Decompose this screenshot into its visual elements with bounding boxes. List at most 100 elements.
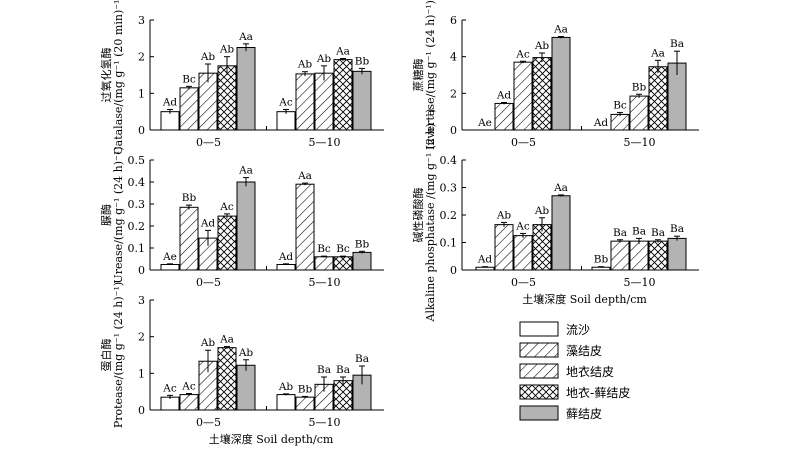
legend-label: 地衣结皮 (566, 364, 614, 379)
x-tick-label: 5—10 (309, 416, 341, 429)
y-tick-label: 0.2 (440, 209, 458, 222)
bar (295, 183, 315, 271)
bar (160, 264, 180, 271)
data-label: Aa (650, 47, 665, 59)
data-label: Bb (355, 55, 370, 67)
data-label: Bc (182, 73, 196, 85)
chart-panel-3: 0 0.1 0.2 0.3 0.4 0.5 0—5 5—10 Ae Ad Bb Aa Ad Bc Ac Bc A… (100, 146, 384, 289)
y-tick-label: 0.1 (128, 242, 146, 255)
data-label: Ab (496, 209, 512, 221)
data-label: Ad (200, 217, 216, 229)
bar (629, 240, 649, 271)
bar (179, 206, 199, 271)
data-label: Bc (317, 243, 331, 255)
bar (314, 72, 334, 131)
y-tick-label: 3 (138, 294, 145, 307)
bar (667, 237, 687, 271)
data-label: Ac (515, 220, 530, 232)
bar (352, 251, 372, 271)
bar (629, 95, 649, 131)
y-tick-label: 0.2 (128, 220, 146, 233)
data-label: Ba (317, 364, 331, 376)
data-label: Ad (477, 254, 493, 266)
data-label: Ba (632, 225, 646, 237)
y-tick-label: 0 (138, 264, 145, 277)
legend-swatch (519, 405, 559, 421)
bar (551, 195, 571, 271)
y-axis-label-cn: 过氧化氢酶 (99, 48, 113, 103)
x-tick-label: 0—5 (196, 276, 221, 289)
data-label: Aa (238, 165, 253, 177)
data-label: Ac (515, 48, 530, 60)
x-tick-label: 5—10 (624, 276, 656, 289)
bar (532, 57, 552, 131)
bar (333, 256, 353, 271)
bar (276, 264, 296, 271)
bar (295, 396, 315, 411)
y-axis-label-cn: 碱性磷酸酶 (411, 188, 425, 243)
bar (333, 59, 353, 131)
data-label: Ab (238, 347, 254, 359)
data-label: Aa (553, 182, 568, 194)
bar (160, 396, 180, 411)
bar (314, 256, 334, 271)
data-label: Ad (162, 96, 178, 108)
data-label: Ac (278, 96, 293, 108)
y-axis-label-cn: 脲酶 (100, 204, 113, 226)
legend-swatch (519, 384, 559, 400)
data-label: Ba (670, 223, 684, 235)
data-label: Bc (336, 243, 350, 255)
y-tick-label: 0 (450, 264, 457, 277)
data-label: Ba (613, 227, 627, 239)
chart-panel-5: 0 1 2 3 0—5 5—10 Ac Ab Ac Bb Ab Ba Aa Ba Ab Ba 蛋白酶 Protea… (99, 282, 384, 446)
y-tick-label: 0 (450, 124, 457, 137)
bar (179, 87, 199, 131)
data-label: Bc (613, 100, 627, 112)
bar (236, 364, 256, 411)
data-label: Ab (219, 44, 235, 56)
data-label: Ab (297, 59, 313, 71)
data-label: Ac (181, 381, 196, 393)
bar (236, 181, 256, 271)
legend-label: 地衣-藓结皮 (566, 385, 630, 400)
data-label: Aa (553, 24, 568, 36)
data-label: Ba (336, 364, 350, 376)
y-axis-label: Invertase/(mg g⁻¹ (24 h)⁻¹) (424, 0, 437, 150)
y-axis-label-cn: 蛋白酶 (99, 339, 113, 372)
x-tick-label: 5—10 (624, 136, 656, 149)
data-label: Ae (477, 117, 492, 129)
x-tick-label: 0—5 (511, 276, 536, 289)
x-axis-label: 土壤深度 Soil depth/cm (209, 432, 334, 446)
legend-label: 藻结皮 (566, 344, 602, 358)
data-label: Aa (238, 31, 253, 43)
data-label: Ac (162, 382, 177, 394)
data-label: Aa (219, 334, 234, 346)
y-tick-label: 0.4 (440, 154, 458, 167)
data-label: Aa (335, 46, 350, 58)
bar (352, 70, 372, 131)
bar (648, 240, 668, 271)
bar (610, 113, 630, 131)
data-label: Ab (200, 51, 216, 63)
y-tick-label: 1 (138, 367, 145, 380)
data-label: Bb (594, 254, 609, 266)
y-tick-label: 0 (138, 124, 145, 137)
x-tick-label: 0—5 (196, 136, 221, 149)
legend-label: 藓结皮 (566, 407, 602, 421)
legend-label: 流沙 (566, 323, 590, 337)
data-label: Ad (278, 251, 294, 263)
data-label: Ab (200, 337, 216, 349)
data-label: Ba (670, 38, 684, 50)
data-label: Ab (534, 40, 550, 52)
bar (236, 47, 256, 131)
bar (494, 102, 514, 131)
bar (217, 65, 237, 131)
data-label: Ad (496, 90, 512, 102)
legend-swatch (519, 321, 559, 337)
bar (276, 394, 296, 411)
x-tick-label: 0—5 (511, 136, 536, 149)
x-tick-label: 0—5 (196, 416, 221, 429)
